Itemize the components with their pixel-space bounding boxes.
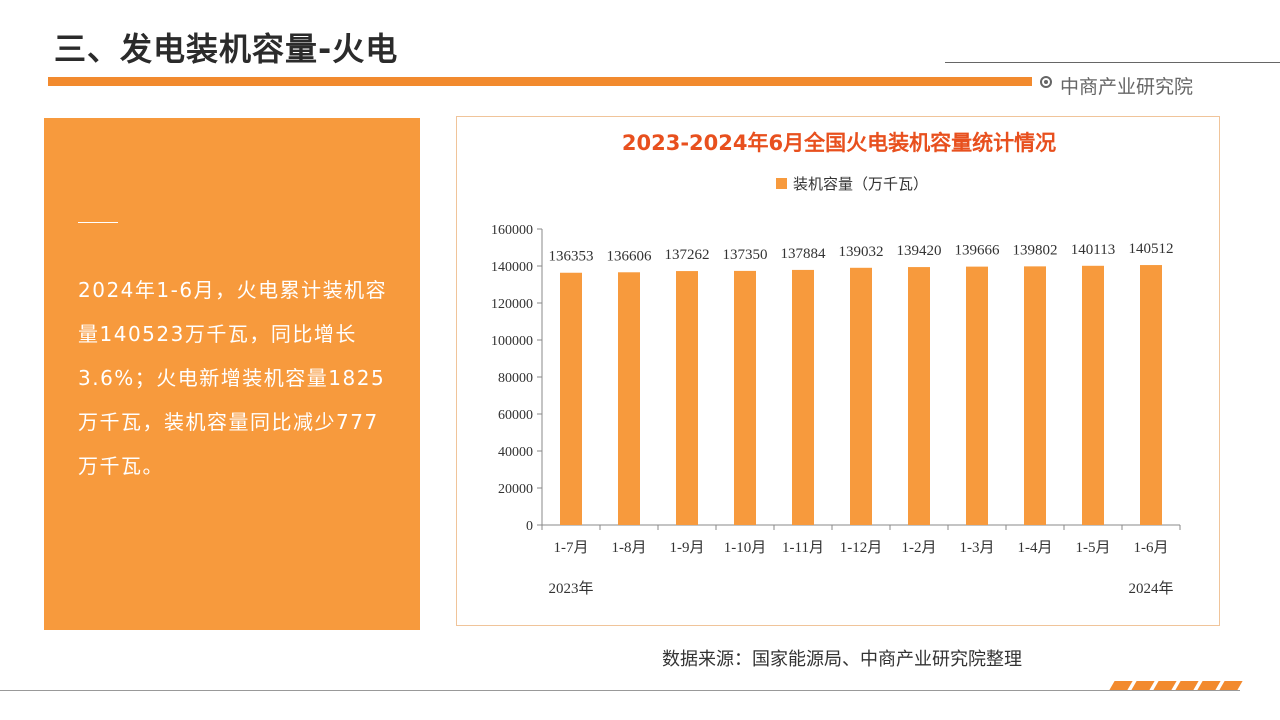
y-tick-label: 100000	[491, 334, 533, 349]
bar	[1024, 266, 1046, 525]
y-tick-label: 0	[526, 519, 533, 534]
chart-frame: 2023-2024年6月全国火电装机容量统计情况装机容量（万千瓦） 0 20000 4…	[456, 116, 1220, 626]
data-label: 139666	[955, 243, 1001, 259]
bar	[676, 271, 698, 525]
data-label: 137262	[665, 247, 710, 263]
y-tick-label: 160000	[491, 223, 533, 238]
chart-title: 2023-2024年6月全国火电装机容量统计情况	[622, 131, 1056, 155]
y-tick-label: 140000	[491, 260, 533, 275]
data-label: 140113	[1071, 242, 1115, 258]
bar	[966, 266, 988, 525]
x-tick-label: 1-6月	[1134, 540, 1169, 556]
data-label: 140512	[1129, 241, 1174, 257]
summary-divider	[78, 222, 118, 223]
year-label-start: 2023年	[548, 580, 593, 597]
year-label-end: 2024年	[1128, 580, 1173, 597]
bar	[850, 267, 872, 525]
bar	[1140, 265, 1162, 525]
y-tick-label: 120000	[491, 297, 533, 312]
y-tick-label: 60000	[498, 408, 533, 423]
data-label: 137884	[781, 246, 827, 262]
data-label: 139032	[839, 244, 884, 260]
x-tick-label: 1-8月	[612, 540, 647, 556]
data-label: 136606	[607, 248, 653, 264]
brand-name: 中商产业研究院	[1060, 76, 1194, 98]
page-title: 三、发电装机容量-火电	[54, 30, 399, 68]
x-tick-label: 1-2月	[902, 540, 937, 556]
target-icon	[1040, 76, 1052, 88]
bar	[792, 269, 814, 525]
x-tick-label: 1-7月	[554, 540, 589, 556]
legend-swatch	[776, 178, 787, 189]
data-label: 139420	[897, 243, 942, 259]
bar	[1082, 265, 1104, 525]
summary-panel: 2024年1-6月，火电累计装机容量140523万千瓦，同比增长3.6%；火电新…	[44, 118, 420, 630]
x-tick-label: 1-9月	[670, 540, 705, 556]
data-label: 136353	[549, 249, 594, 265]
bar	[618, 272, 640, 525]
x-tick-label: 1-12月	[840, 540, 883, 556]
footer-divider	[0, 690, 1240, 691]
title-accent-bar	[48, 77, 1032, 86]
legend-label: 装机容量（万千瓦）	[793, 175, 928, 193]
data-label: 139802	[1013, 242, 1058, 258]
y-tick-label: 40000	[498, 445, 533, 460]
summary-text: 2024年1-6月，火电累计装机容量140523万千瓦，同比增长3.6%；火电新…	[78, 278, 388, 478]
y-tick-label: 20000	[498, 482, 533, 497]
x-tick-label: 1-5月	[1076, 540, 1111, 556]
bar	[560, 272, 582, 525]
source-note: 数据来源：国家能源局、中商产业研究院整理	[662, 649, 1022, 670]
bar	[908, 267, 930, 525]
y-tick-label: 80000	[498, 371, 533, 386]
x-tick-label: 1-4月	[1018, 540, 1053, 556]
data-label: 137350	[723, 247, 768, 263]
x-tick-label: 1-10月	[724, 540, 767, 556]
x-tick-label: 1-3月	[960, 540, 995, 556]
header-divider	[945, 62, 1280, 63]
x-tick-label: 1-11月	[782, 540, 824, 556]
bar	[734, 270, 756, 525]
